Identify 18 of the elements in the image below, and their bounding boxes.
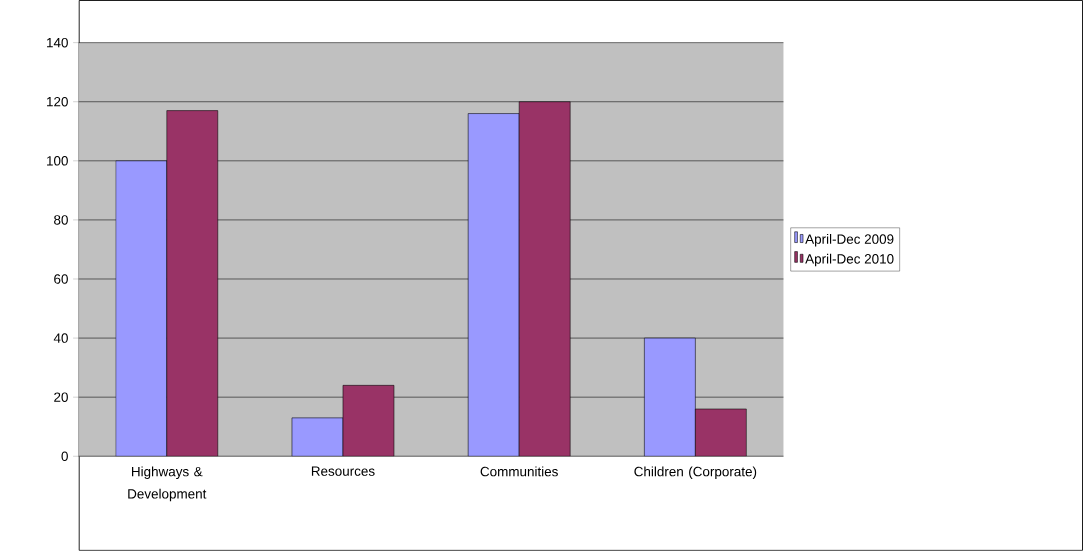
bar [166,110,219,457]
y-tick-label: 0 [61,451,68,462]
y-tick-label: 120 [47,97,68,107]
x-tick-label: Children (Corporate) [634,466,757,480]
bar [695,408,747,457]
y-tick-label: 100 [47,156,68,166]
y-tick-label: 40 [53,333,68,343]
y-tick-label: 140 [47,37,68,48]
x-tick-label: Highways & Development [128,466,207,502]
bar [518,101,571,457]
x-tick-label: Communities [480,466,558,477]
bar [342,385,395,457]
y-tick-label: 20 [54,392,68,403]
legend-label: April-Dec 2009 [805,234,894,247]
legend-label: April-Dec 2010 [805,253,894,267]
y-tick-label: 60 [54,274,68,284]
y-tick-label: 80 [54,215,68,225]
x-tick-label: Resources [311,466,375,476]
